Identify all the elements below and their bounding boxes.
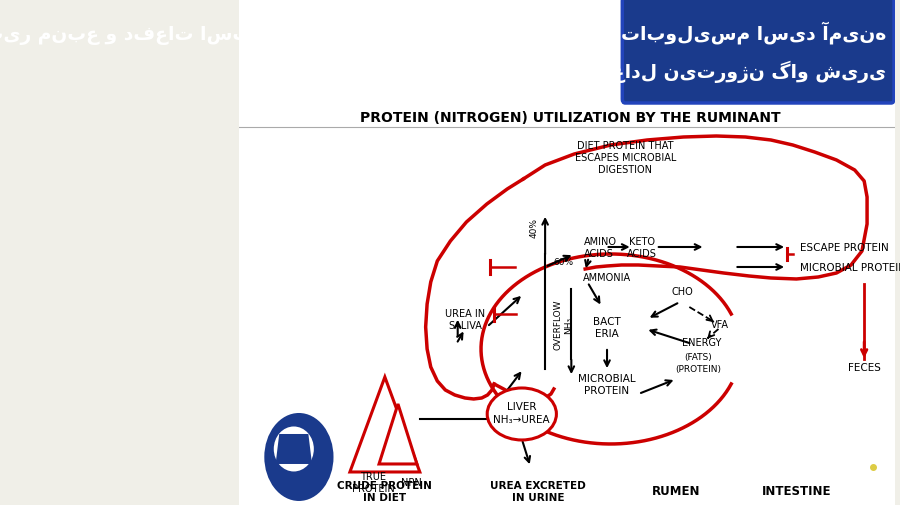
Text: VFA: VFA bbox=[711, 319, 729, 329]
Text: 40%: 40% bbox=[530, 218, 539, 237]
Ellipse shape bbox=[487, 388, 556, 440]
FancyBboxPatch shape bbox=[622, 0, 894, 104]
Polygon shape bbox=[275, 434, 312, 464]
Text: ENERGY: ENERGY bbox=[682, 337, 722, 347]
Text: UREA EXCRETED
IN URINE: UREA EXCRETED IN URINE bbox=[490, 480, 586, 502]
Text: AMINO
ACIDS: AMINO ACIDS bbox=[584, 237, 616, 258]
Text: KETO
ACIDS: KETO ACIDS bbox=[627, 237, 657, 258]
Text: MICROBIAL PROTEIN: MICROBIAL PROTEIN bbox=[800, 263, 900, 273]
Ellipse shape bbox=[271, 419, 328, 489]
Text: 60%: 60% bbox=[554, 258, 574, 267]
Text: تأثیر منبع و دفعات استفاده مکمل پروتئین عبوری بر متابولیسم اسید آمینه: تأثیر منبع و دفعات استفاده مکمل پروتئین … bbox=[0, 21, 886, 45]
Text: LIVER: LIVER bbox=[507, 401, 536, 411]
Text: INTESTINE: INTESTINE bbox=[761, 484, 832, 497]
Text: PROTEIN (NITROGEN) UTILIZATION BY THE RUMINANT: PROTEIN (NITROGEN) UTILIZATION BY THE RU… bbox=[360, 111, 781, 125]
Ellipse shape bbox=[265, 413, 334, 501]
Text: غدد پستانی و تعادل نیتروژن گاو شیری: غدد پستانی و تعادل نیتروژن گاو شیری bbox=[426, 61, 886, 83]
Text: UREA IN
SALIVA: UREA IN SALIVA bbox=[445, 309, 485, 330]
FancyBboxPatch shape bbox=[239, 0, 895, 505]
Text: DIET PROTEIN THAT
ESCAPES MICROBIAL
DIGESTION: DIET PROTEIN THAT ESCAPES MICROBIAL DIGE… bbox=[574, 141, 676, 174]
Text: NH₃→UREA: NH₃→UREA bbox=[493, 414, 550, 424]
Text: AMMONIA: AMMONIA bbox=[583, 273, 631, 282]
Text: NPN: NPN bbox=[401, 477, 422, 487]
Ellipse shape bbox=[274, 427, 314, 472]
Text: OVERFLOW
NH₃: OVERFLOW NH₃ bbox=[554, 299, 573, 349]
Text: (FATS): (FATS) bbox=[684, 353, 712, 362]
Text: (PROTEIN): (PROTEIN) bbox=[675, 365, 721, 374]
Text: ESCAPE PROTEIN: ESCAPE PROTEIN bbox=[800, 242, 889, 252]
Text: RUMEN: RUMEN bbox=[652, 484, 700, 497]
Text: BACT
ERIA: BACT ERIA bbox=[593, 317, 621, 338]
Text: FECES: FECES bbox=[848, 362, 880, 372]
Text: MICROBIAL
PROTEIN: MICROBIAL PROTEIN bbox=[578, 373, 635, 395]
Text: TRUE
PROTEIN: TRUE PROTEIN bbox=[352, 471, 394, 493]
Text: CRUDE PROTEIN
IN DIET: CRUDE PROTEIN IN DIET bbox=[338, 480, 432, 502]
Polygon shape bbox=[379, 404, 417, 464]
Text: CHO: CHO bbox=[671, 286, 693, 296]
Polygon shape bbox=[350, 377, 419, 472]
